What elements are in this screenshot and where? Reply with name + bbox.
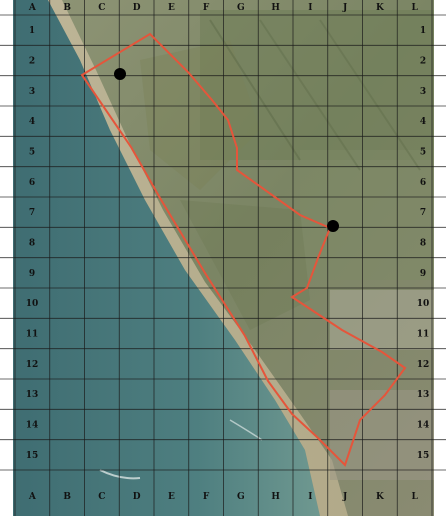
row-label-15: 15 (417, 451, 430, 461)
row-label-9: 9 (420, 269, 426, 279)
column-label-i: I (308, 3, 312, 13)
row-label-7: 7 (29, 208, 35, 218)
row-label-8: 8 (420, 239, 426, 249)
row-label-9: 9 (29, 269, 35, 279)
column-label-a: A (28, 492, 37, 502)
point-marker-c2 (114, 68, 126, 80)
row-label-3: 3 (420, 87, 426, 97)
column-labels-bottom: A B C D E F G H I J K L (28, 492, 419, 502)
column-label-f: F (203, 3, 210, 13)
row-label-11: 11 (417, 330, 430, 340)
row-label-14: 14 (26, 421, 39, 431)
row-label-11: 11 (26, 330, 39, 340)
row-label-12: 12 (26, 360, 39, 370)
column-label-j: J (342, 492, 347, 502)
row-label-10: 10 (26, 299, 39, 309)
row-label-12: 12 (417, 360, 430, 370)
column-label-h: H (271, 492, 280, 502)
column-label-k: K (376, 492, 385, 502)
row-label-6: 6 (29, 178, 35, 188)
column-label-e: E (168, 492, 175, 502)
column-label-k: K (376, 3, 385, 13)
column-label-e: E (168, 3, 175, 13)
column-label-c: C (98, 492, 105, 502)
row-label-14: 14 (417, 421, 430, 431)
row-label-4: 4 (29, 117, 35, 127)
column-label-c: C (98, 3, 105, 13)
row-label-6: 6 (420, 178, 426, 188)
column-label-g: G (237, 3, 245, 13)
row-label-7: 7 (420, 208, 426, 218)
row-label-10: 10 (417, 299, 430, 309)
row-label-2: 2 (420, 57, 426, 67)
row-label-1: 1 (420, 26, 426, 36)
column-label-j: J (342, 3, 347, 13)
site-boundary (80, 32, 407, 467)
row-label-3: 3 (29, 87, 35, 97)
row-label-13: 13 (417, 390, 430, 400)
column-label-a: A (28, 3, 37, 13)
column-label-d: D (133, 492, 141, 502)
column-label-h: H (271, 3, 280, 13)
column-label-l: L (411, 3, 418, 13)
row-label-5: 5 (29, 148, 35, 158)
column-label-g: G (237, 492, 245, 502)
column-label-i: I (308, 492, 312, 502)
column-label-d: D (133, 3, 141, 13)
row-label-15: 15 (26, 451, 39, 461)
row-label-13: 13 (26, 390, 39, 400)
column-label-l: L (411, 492, 418, 502)
column-label-b: B (63, 492, 71, 502)
row-label-5: 5 (420, 148, 426, 158)
column-labels-top: A B C D E F G H I J K L (28, 3, 419, 13)
column-label-f: F (203, 492, 210, 502)
row-label-8: 8 (29, 239, 35, 249)
column-label-b: B (63, 3, 71, 13)
point-marker-j7 (327, 220, 339, 232)
row-label-4: 4 (420, 117, 426, 127)
row-label-1: 1 (29, 26, 35, 36)
row-label-2: 2 (29, 57, 35, 67)
